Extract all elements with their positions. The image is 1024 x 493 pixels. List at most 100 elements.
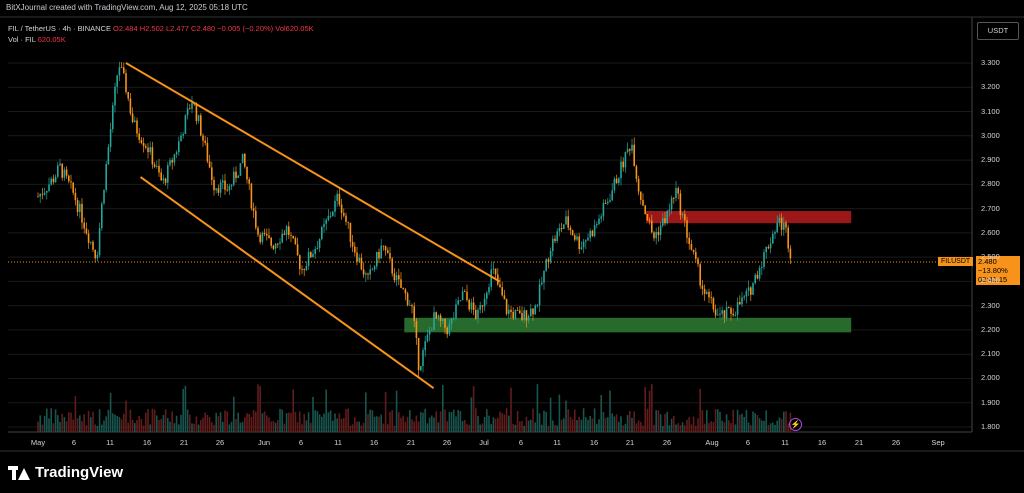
- x-tick-label: 6: [298, 438, 304, 447]
- volume-bar: [651, 384, 653, 432]
- volume-bar: [101, 424, 103, 432]
- volume-bar: [477, 415, 479, 432]
- candle-body: [453, 317, 455, 319]
- volume-bar: [664, 414, 666, 432]
- volume-bar: [182, 388, 184, 432]
- candle-body: [195, 104, 198, 121]
- candle-body: [464, 291, 466, 293]
- candle-body: [730, 308, 732, 314]
- candle-body: [653, 232, 655, 239]
- candle-body: [501, 287, 503, 296]
- candle-body: [591, 230, 594, 237]
- volume-bar: [116, 416, 118, 432]
- volume-label[interactable]: Vol · FIL: [8, 35, 36, 44]
- candle-body: [332, 211, 334, 216]
- candle-body: [483, 298, 486, 307]
- candle-body: [785, 222, 787, 228]
- volume-bar: [655, 410, 657, 432]
- volume-bar: [604, 418, 607, 432]
- volume-bar: [607, 417, 609, 432]
- candle-body: [776, 222, 778, 233]
- candle-body: [426, 334, 429, 342]
- volume-bar: [268, 417, 270, 432]
- volume-bar: [745, 409, 748, 432]
- volume-bar: [688, 417, 690, 432]
- candle-body: [233, 171, 235, 185]
- candle-body: [677, 188, 679, 194]
- symbol-name[interactable]: FIL / TetherUS · 4h · BINANCE: [8, 24, 111, 33]
- candle-body: [136, 120, 138, 134]
- x-tick-label: 6: [71, 438, 77, 447]
- candle-body: [587, 237, 589, 241]
- volume-bar: [87, 410, 90, 432]
- volume-bar: [519, 421, 521, 432]
- volume-bar: [261, 413, 264, 432]
- volume-bar: [213, 424, 215, 432]
- volume-bar: [596, 423, 598, 432]
- volume-bar: [356, 421, 358, 432]
- candle-body: [580, 247, 583, 250]
- volume-bar: [98, 409, 101, 432]
- volume-bar: [398, 412, 400, 432]
- x-tick-label: Sep: [931, 438, 945, 447]
- volume-bar: [318, 414, 321, 432]
- volume-bar: [224, 410, 226, 432]
- candle-body: [717, 314, 719, 316]
- candle-body: [455, 304, 457, 318]
- volume-bar: [391, 410, 393, 432]
- candle-body: [675, 188, 677, 198]
- candle-body: [356, 252, 358, 262]
- candle-body: [81, 203, 83, 223]
- volume-bar: [114, 414, 116, 432]
- candle-body: [391, 258, 393, 274]
- candle-body: [312, 253, 314, 258]
- x-tick-label: 21: [625, 438, 635, 447]
- candle-body: [303, 269, 305, 271]
- volume-bar: [325, 389, 327, 432]
- volume-bar: [464, 419, 466, 432]
- volume-bar: [470, 397, 473, 432]
- candle-body: [63, 169, 66, 178]
- candle-body: [285, 226, 288, 235]
- volume-bar: [120, 419, 123, 432]
- candle-body: [52, 178, 55, 183]
- volume-bar: [626, 415, 629, 432]
- volume-bar: [369, 409, 371, 432]
- volume-bar: [582, 408, 585, 432]
- volume-bar: [307, 412, 310, 432]
- candle-body: [281, 233, 283, 243]
- candle-body: [567, 216, 569, 228]
- candle-body: [169, 160, 171, 166]
- candle-body: [184, 115, 187, 135]
- candle-body: [90, 241, 92, 243]
- volume-bar: [259, 386, 261, 432]
- volume-bar: [37, 421, 39, 432]
- candle-body: [74, 192, 77, 201]
- candle-body: [334, 200, 336, 212]
- candle-body: [703, 288, 706, 294]
- lightning-icon[interactable]: ⚡: [789, 418, 802, 431]
- candle-body: [125, 73, 127, 93]
- volume-bar: [94, 424, 96, 432]
- candle-body: [554, 238, 556, 241]
- volume-bar: [479, 424, 481, 432]
- volume-bar: [644, 387, 646, 432]
- candle-body: [268, 235, 270, 238]
- volume-bar: [384, 392, 387, 432]
- volume-bar: [288, 412, 290, 432]
- volume-bar: [180, 414, 182, 432]
- volume-bar: [200, 420, 202, 432]
- volume-bar: [68, 412, 70, 432]
- currency-button[interactable]: USDT: [977, 22, 1019, 40]
- candle-body: [158, 165, 160, 173]
- volume-bar: [536, 384, 539, 432]
- volume-bar: [43, 415, 46, 432]
- volume-bar: [659, 414, 662, 432]
- volume-bar: [486, 409, 488, 432]
- volume-bar: [81, 421, 83, 432]
- volume-bar: [395, 390, 398, 432]
- volume-bar: [321, 416, 323, 432]
- candle-body: [479, 305, 481, 310]
- y-tick-label: 2.600: [981, 227, 1000, 237]
